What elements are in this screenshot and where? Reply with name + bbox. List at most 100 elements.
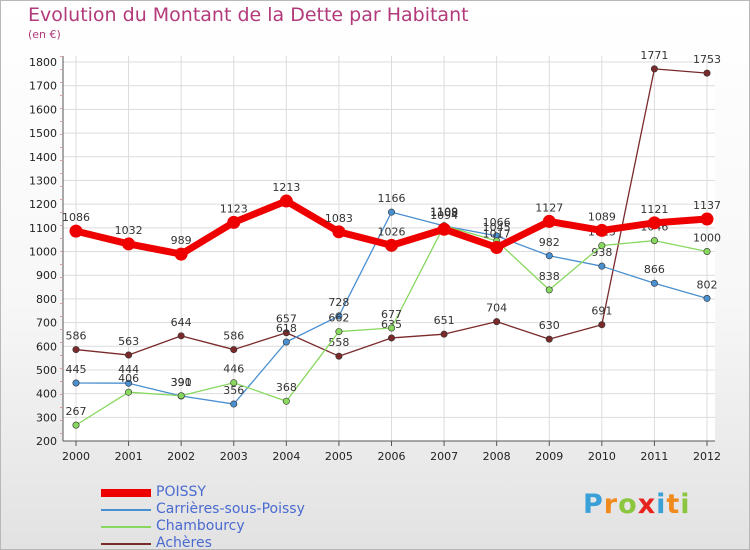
data-label-chambourcy: 1045 [483, 221, 511, 234]
y-tick-label: 1600 [29, 103, 57, 116]
data-label-ach-res: 644 [171, 316, 192, 329]
data-point-ach-res [230, 346, 238, 354]
data-label-chambourcy: 1109 [430, 206, 458, 219]
data-point-chambourcy [125, 388, 133, 396]
data-label-carri-res-sous-poissy: 802 [697, 278, 718, 291]
data-point-chambourcy [650, 237, 658, 245]
x-tick-label: 2000 [62, 450, 90, 463]
data-point-carri-res-sous-poissy [125, 379, 133, 387]
data-label-poissy: 1137 [693, 199, 721, 212]
y-tick-label: 1800 [29, 56, 57, 69]
data-point-poissy [279, 194, 293, 208]
data-label-chambourcy: 446 [223, 363, 244, 376]
data-label-chambourcy: 406 [118, 372, 139, 385]
logo-letter: P [583, 489, 604, 520]
data-label-carri-res-sous-poissy: 445 [66, 363, 87, 376]
data-label-ach-res: 1753 [693, 53, 721, 66]
legend-label-carri-res-sous-poissy: Carrières-sous-Poissy [156, 501, 305, 517]
logo-letter: i [656, 489, 667, 520]
data-point-ach-res [125, 351, 133, 359]
x-tick-label: 2010 [588, 450, 616, 463]
data-point-chambourcy [230, 379, 238, 387]
y-tick-label: 800 [36, 293, 57, 306]
data-point-ach-res [72, 346, 80, 354]
data-label-carri-res-sous-poissy: 356 [223, 384, 244, 397]
data-point-ach-res [598, 321, 606, 329]
data-point-carri-res-sous-poissy [72, 379, 80, 387]
data-point-poissy [490, 240, 504, 254]
data-label-chambourcy: 677 [381, 308, 402, 321]
x-tick-label: 2008 [483, 450, 511, 463]
data-point-poissy [700, 212, 714, 226]
x-tick-label: 2003 [220, 450, 248, 463]
data-label-poissy: 1121 [640, 203, 668, 216]
data-point-carri-res-sous-poissy [387, 208, 395, 216]
data-point-poissy [542, 214, 556, 228]
data-point-poissy [122, 237, 136, 251]
data-label-chambourcy: 267 [66, 405, 87, 418]
data-point-carri-res-sous-poissy [650, 279, 658, 287]
data-label-ach-res: 651 [434, 314, 455, 327]
logo-letter: o [618, 489, 638, 520]
data-point-carri-res-sous-poissy [598, 262, 606, 270]
logo-letter: t [666, 489, 681, 520]
data-point-carri-res-sous-poissy [545, 252, 553, 260]
legend-label-chambourcy: Chambourcy [156, 518, 245, 534]
x-tick-label: 2001 [115, 450, 143, 463]
data-label-poissy: 1086 [62, 211, 90, 224]
data-label-poissy: 1127 [535, 201, 563, 214]
chart-unit-label: (en €) [28, 28, 61, 41]
y-tick-label: 1700 [29, 80, 57, 93]
data-label-carri-res-sous-poissy: 1108 [430, 206, 458, 219]
proxiti-logo: Proxiti [583, 489, 691, 520]
data-point-poissy [647, 216, 661, 230]
logo-letter: x [637, 489, 657, 520]
data-point-ach-res [387, 334, 395, 342]
data-point-carri-res-sous-poissy [335, 312, 343, 320]
data-label-ach-res: 704 [486, 302, 507, 315]
legend-label-ach-res: Achères [156, 535, 212, 550]
logo-letter: r [603, 489, 619, 520]
data-label-poissy: 1094 [430, 209, 458, 222]
data-point-chambourcy [72, 421, 80, 429]
data-point-poissy [332, 225, 346, 239]
legend-swatch-chambourcy [101, 526, 151, 528]
data-point-chambourcy [598, 242, 606, 250]
y-tick-label: 500 [36, 364, 57, 377]
y-tick-label: 1300 [29, 174, 57, 187]
data-label-carri-res-sous-poissy: 982 [539, 236, 560, 249]
data-label-carri-res-sous-poissy: 618 [276, 322, 297, 335]
data-point-chambourcy [545, 286, 553, 294]
x-tick-label: 2005 [325, 450, 353, 463]
data-label-ach-res: 1771 [640, 49, 668, 62]
data-point-carri-res-sous-poissy [282, 338, 290, 346]
data-point-chambourcy [703, 248, 711, 256]
data-label-carri-res-sous-poissy: 866 [644, 263, 665, 276]
y-tick-label: 700 [36, 317, 57, 330]
data-label-carri-res-sous-poissy: 444 [118, 363, 139, 376]
data-label-carri-res-sous-poissy: 728 [328, 296, 349, 309]
data-label-poissy: 1017 [483, 227, 511, 240]
data-point-poissy [595, 223, 609, 237]
data-point-chambourcy [335, 328, 343, 336]
data-label-ach-res: 563 [118, 335, 139, 348]
x-tick-label: 2002 [167, 450, 195, 463]
data-point-poissy [227, 215, 241, 229]
legend-swatch-ach-res [101, 543, 151, 545]
data-point-chambourcy [177, 392, 185, 400]
data-label-chambourcy: 368 [276, 381, 297, 394]
x-tick-label: 2009 [535, 450, 563, 463]
data-label-ach-res: 558 [328, 336, 349, 349]
legend-swatch-carri-res-sous-poissy [101, 509, 151, 511]
y-tick-label: 1400 [29, 151, 57, 164]
data-point-poissy [69, 224, 83, 238]
y-tick-label: 1200 [29, 198, 57, 211]
data-label-carri-res-sous-poissy: 390 [171, 376, 192, 389]
x-tick-label: 2007 [430, 450, 458, 463]
data-label-ach-res: 635 [381, 318, 402, 331]
data-point-chambourcy [387, 324, 395, 332]
data-label-ach-res: 657 [276, 313, 297, 326]
data-point-ach-res [177, 332, 185, 340]
